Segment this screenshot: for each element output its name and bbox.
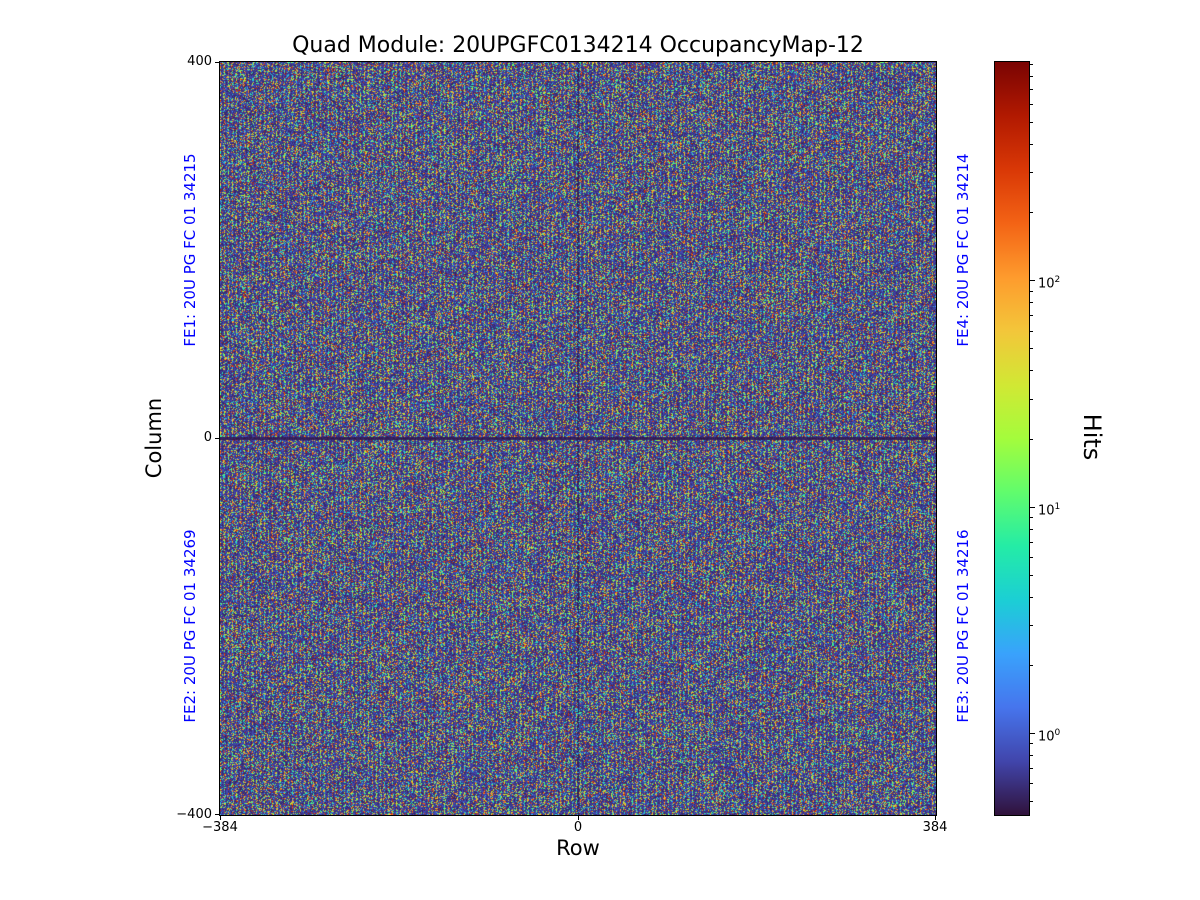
colorbar-minor-tick-mark xyxy=(1030,88,1033,90)
occupancy-heatmap-canvas xyxy=(220,62,936,815)
colorbar-tick-base: 10 xyxy=(1038,502,1055,518)
colorbar-axis-label: Hits xyxy=(1078,413,1106,461)
x-tick-label: 384 xyxy=(922,820,948,835)
colorbar-tick-base: 10 xyxy=(1038,729,1055,745)
colorbar-minor-tick-mark xyxy=(1030,315,1033,317)
x-tick-mark xyxy=(935,816,936,820)
fe1-annotation: FE1: 20U PG FC 01 34215 xyxy=(181,153,199,347)
colorbar-minor-tick-mark xyxy=(1030,783,1033,785)
colorbar-minor-tick-mark xyxy=(1030,528,1033,530)
colorbar-minor-tick-mark xyxy=(1030,768,1033,770)
x-tick-mark xyxy=(578,816,579,820)
colorbar-minor-tick-mark xyxy=(1030,348,1033,350)
colorbar-minor-tick-mark xyxy=(1030,517,1033,518)
colorbar-minor-tick-mark xyxy=(1030,438,1033,440)
colorbar-major-tick-mark xyxy=(1030,506,1035,508)
colorbar-minor-tick-mark xyxy=(1030,574,1033,576)
y-tick-label: 400 xyxy=(187,54,212,69)
colorbar-tick-label: 100 xyxy=(1038,724,1061,745)
colorbar-major-tick-mark xyxy=(1030,280,1035,282)
colorbar-minor-tick-mark xyxy=(1030,743,1033,745)
colorbar-minor-tick-mark xyxy=(1030,801,1033,803)
colorbar-major-tick-mark xyxy=(1030,733,1035,734)
colorbar-tick-exp: 2 xyxy=(1054,275,1061,286)
y-tick-mark xyxy=(215,62,219,63)
colorbar-minor-tick-mark xyxy=(1030,64,1033,66)
colorbar-minor-tick-mark xyxy=(1030,625,1033,626)
colorbar-tick-exp: 0 xyxy=(1054,728,1061,738)
x-axis-label: Row xyxy=(556,836,600,860)
colorbar-minor-tick-mark xyxy=(1030,755,1033,756)
y-tick-mark xyxy=(215,438,219,439)
x-tick-label: −384 xyxy=(202,820,238,835)
colorbar-minor-tick-mark xyxy=(1030,398,1033,400)
heatmap-plot-area xyxy=(219,61,937,816)
colorbar-minor-tick-mark xyxy=(1030,556,1033,558)
x-tick-label: 0 xyxy=(573,820,583,835)
colorbar-minor-tick-mark xyxy=(1030,104,1033,106)
colorbar-minor-tick-mark xyxy=(1030,370,1033,372)
colorbar-minor-tick-mark xyxy=(1030,541,1033,543)
colorbar-minor-tick-mark xyxy=(1030,330,1033,332)
chart-title: Quad Module: 20UPGFC0134214 OccupancyMap… xyxy=(292,33,864,58)
colorbar-minor-tick-mark xyxy=(1030,172,1033,174)
colorbar-minor-tick-mark xyxy=(1030,290,1033,292)
colorbar-minor-tick-mark xyxy=(1030,212,1033,214)
x-tick-mark xyxy=(220,816,221,820)
fe4-annotation: FE4: 20U PG FC 01 34214 xyxy=(954,153,972,347)
fe3-annotation: FE3: 20U PG FC 01 34216 xyxy=(954,529,972,723)
fe2-annotation: FE2: 20U PG FC 01 34269 xyxy=(181,529,199,723)
y-tick-label: −400 xyxy=(176,807,212,822)
colorbar-tick-exp: 1 xyxy=(1054,501,1061,512)
colorbar-minor-tick-mark xyxy=(1030,144,1033,145)
colorbar xyxy=(994,61,1030,816)
colorbar-minor-tick-mark xyxy=(1030,302,1033,304)
colorbar-gradient xyxy=(995,62,1029,815)
y-tick-label: 0 xyxy=(203,430,212,445)
colorbar-tick-base: 10 xyxy=(1038,276,1055,292)
y-axis-label: Column xyxy=(142,397,166,479)
colorbar-minor-tick-mark xyxy=(1030,596,1033,598)
colorbar-tick-label: 101 xyxy=(1038,498,1061,518)
colorbar-minor-tick-mark xyxy=(1030,664,1033,666)
y-tick-mark xyxy=(215,814,219,815)
colorbar-minor-tick-mark xyxy=(1030,75,1033,77)
colorbar-minor-tick-mark xyxy=(1030,122,1033,123)
colorbar-tick-label: 102 xyxy=(1038,271,1061,292)
